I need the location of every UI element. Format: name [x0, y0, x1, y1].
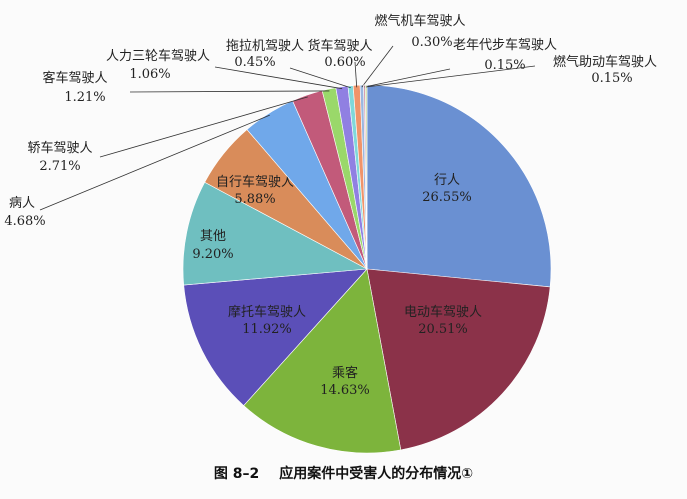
- leader-line: [39, 114, 270, 211]
- leader-line: [354, 61, 358, 88]
- slice-value-label: 11.92%: [242, 322, 292, 337]
- leader-line: [361, 45, 394, 88]
- slice-value-label: 4.68%: [4, 214, 45, 229]
- slice-value-label: 2.71%: [39, 159, 80, 174]
- slice-value-label: 14.63%: [320, 383, 370, 398]
- slice-category-label: 电动车驾驶人: [404, 304, 482, 320]
- leader-line: [289, 67, 351, 89]
- slice-value-label: 0.15%: [591, 71, 632, 86]
- figure-title: 应用案件中受害人的分布情况①: [279, 466, 474, 482]
- leader-line: [366, 65, 536, 88]
- pie-slice: [366, 268, 551, 451]
- slice-value-label: 20.51%: [418, 322, 468, 337]
- slice-value-label: 1.06%: [129, 67, 170, 82]
- slice-category-label: 客车驾驶人: [42, 70, 107, 86]
- slice-value-label: 26.55%: [422, 190, 472, 205]
- pie-slice: [182, 181, 369, 286]
- figure-caption: 图 8–2 应用案件中受害人的分布情况①: [0, 463, 687, 483]
- slice-category-label: 人力三轮车驾驶人: [106, 48, 210, 64]
- leader-line: [214, 66, 343, 90]
- slice-category-label: 燃气机车驾驶人: [374, 13, 465, 29]
- slice-value-label: 9.20%: [192, 247, 233, 262]
- slice-value-label: 5.88%: [234, 192, 275, 207]
- pie-slice: [364, 84, 368, 270]
- slice-value-label: 0.60%: [324, 55, 365, 70]
- pie-slice: [243, 268, 402, 454]
- leader-line: [99, 96, 308, 158]
- leader-line: [364, 68, 451, 88]
- leader-line: [129, 90, 330, 93]
- slice-category-label: 自行车驾驶人: [216, 174, 294, 190]
- slice-value-label: 0.30%: [411, 35, 452, 50]
- slice-value-label: 0.45%: [234, 55, 275, 70]
- slice-category-label: 轿车驾驶人: [27, 140, 92, 156]
- slice-category-label: 货车驾驶人: [307, 38, 372, 54]
- slice-category-label: 其他: [200, 229, 226, 244]
- slice-category-label: 老年代步车驾驶人: [453, 37, 557, 53]
- slice-value-label: 1.21%: [64, 90, 105, 105]
- slice-category-label: 乘客: [332, 365, 358, 381]
- pie-slice: [366, 84, 552, 288]
- slice-category-label: 行人: [434, 173, 460, 188]
- slice-value-label: 0.15%: [484, 58, 525, 73]
- slice-category-label: 燃气助动车驾驶人: [553, 54, 657, 70]
- pie-chart: 行人 26.55% 电动车驾驶人 20.51% 乘客 14.63% 摩托车驾驶人 11.92%…: [4, 13, 657, 454]
- slice-category-label: 拖拉机驾驶人: [226, 39, 304, 54]
- pie-slice: [183, 268, 368, 406]
- slice-category-label: 摩托车驾驶人: [228, 304, 306, 320]
- figure-number: 图 8–2: [213, 466, 260, 482]
- slice-category-label: 病人: [9, 196, 35, 211]
